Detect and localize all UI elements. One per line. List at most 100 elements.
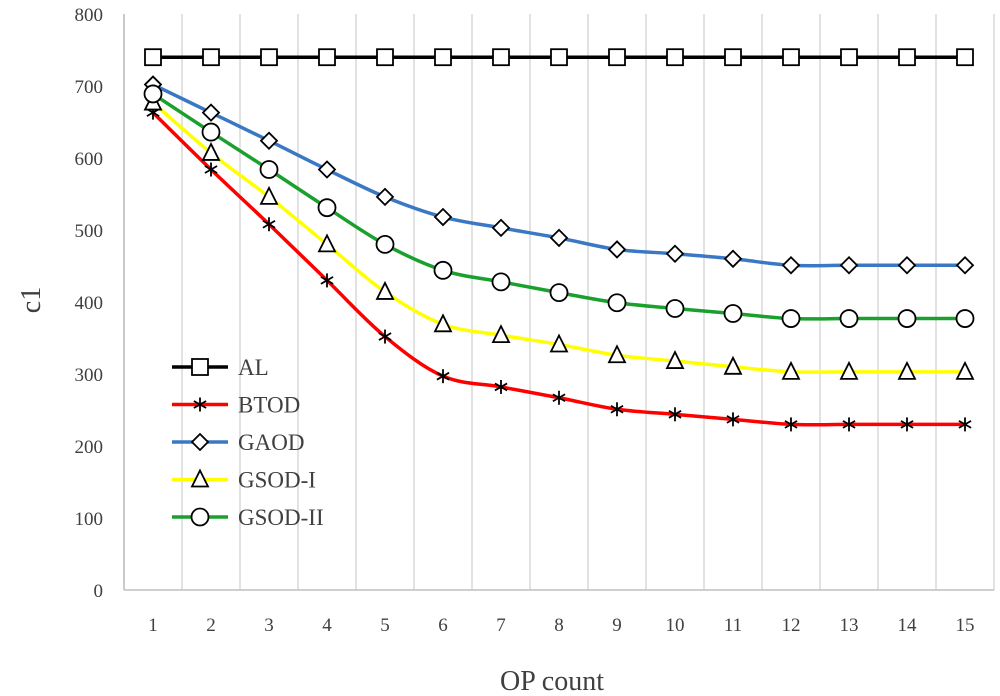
axes (123, 14, 994, 591)
data-point-gsod-ii (317, 198, 337, 218)
data-point-btod (262, 217, 276, 232)
x-tick-label: 7 (496, 615, 506, 636)
data-point-gsod-i (375, 280, 395, 300)
x-tick-label: 15 (956, 615, 975, 636)
y-tick-label: 0 (94, 581, 104, 602)
data-point-gaod (781, 256, 801, 275)
legend-marker-gsod-ii (190, 507, 210, 527)
data-point-btod (726, 412, 740, 427)
x-tick-labels: 1 2 3 4 5 6 7 8 9 10 11 12 13 14 15 (148, 615, 974, 636)
y-tick-label: 800 (75, 5, 104, 26)
data-point-gsod-ii (375, 234, 395, 254)
data-point-gsod-ii (897, 309, 917, 328)
data-point-gsod-ii (433, 260, 453, 280)
x-tick-label: 5 (380, 615, 390, 636)
x-tick-label: 12 (782, 615, 801, 636)
legend-label-gsod-i: GSOD-I (238, 468, 316, 493)
data-point-gaod (433, 207, 453, 227)
data-point-gsod-ii (143, 84, 163, 104)
data-point-btod (900, 417, 914, 432)
legend-item-al: AL (172, 355, 269, 380)
data-point-gsod-i (549, 333, 569, 353)
data-point-btod (494, 379, 508, 394)
data-point-gaod (549, 228, 569, 248)
data-point-gsod-i (201, 141, 221, 161)
x-tick-label: 1 (148, 615, 158, 636)
data-point-gsod-ii (201, 122, 221, 142)
data-point-gaod (607, 240, 627, 259)
data-point-gsod-i (665, 350, 685, 369)
data-point-gaod (491, 218, 511, 238)
series-gsod-i (143, 91, 975, 380)
x-axis-title: OP count (500, 666, 604, 696)
data-point-gaod (375, 187, 395, 207)
data-point-gsod-ii (549, 283, 569, 303)
vertical-gridlines (123, 14, 995, 590)
data-point-gsod-i (897, 360, 917, 380)
x-tick-label: 4 (322, 615, 332, 636)
data-point-gaod (259, 131, 279, 150)
data-point-gsod-ii (491, 272, 511, 292)
data-point-gsod-ii (723, 304, 743, 323)
y-tick-label: 200 (75, 437, 104, 458)
series-gsod-ii (143, 84, 975, 328)
data-point-gsod-ii (839, 309, 859, 328)
data-point-al (144, 48, 162, 67)
legend-item-gsod-ii: GSOD-II (172, 505, 324, 530)
data-point-gaod (839, 256, 859, 275)
data-point-gsod-i (839, 360, 859, 380)
data-point-gsod-ii (259, 160, 279, 179)
data-point-gsod-ii (607, 293, 627, 313)
data-point-gsod-i (607, 344, 627, 364)
y-tick-label: 300 (75, 365, 104, 386)
data-point-gaod (897, 256, 917, 275)
data-point-btod (378, 329, 392, 344)
data-point-al (724, 48, 742, 67)
data-point-gsod-ii (665, 299, 685, 318)
y-tick-label: 700 (75, 77, 104, 98)
legend-item-gsod-i: GSOD-I (172, 468, 316, 493)
data-point-gsod-i (433, 313, 453, 333)
data-point-al (608, 48, 626, 67)
y-tick-label: 600 (75, 149, 104, 170)
x-tick-label: 6 (438, 615, 448, 636)
data-point-gaod (665, 244, 685, 264)
legend-item-btod: BTOD (172, 393, 300, 418)
data-point-btod (204, 162, 218, 177)
x-tick-label: 10 (666, 615, 685, 636)
x-tick-label: 2 (206, 615, 216, 636)
data-point-btod (842, 417, 856, 432)
x-tick-label: 9 (612, 615, 622, 636)
legend-marker-btod (193, 397, 207, 412)
legend-marker-gaod (190, 432, 210, 452)
data-point-al (840, 48, 858, 67)
data-point-gsod-i (317, 233, 337, 253)
legend-label-gsod-ii: GSOD-II (238, 505, 324, 530)
data-point-al (260, 48, 278, 67)
x-tick-label: 14 (898, 615, 918, 636)
data-point-btod (436, 369, 450, 384)
series-gaod (143, 75, 975, 275)
legend: AL BTOD GAOD GSOD-I GSOD-II (172, 355, 324, 530)
data-point-gaod (723, 249, 743, 269)
y-tick-label: 100 (75, 509, 104, 530)
data-point-btod (958, 417, 972, 432)
data-point-gsod-i (259, 185, 279, 205)
x-tick-label: 3 (264, 615, 274, 636)
legend-marker-gsod-i (190, 468, 210, 488)
data-point-gsod-i (491, 324, 511, 344)
data-point-btod (668, 407, 682, 422)
data-point-al (492, 48, 510, 67)
data-point-btod (610, 402, 624, 417)
data-point-al (782, 48, 800, 67)
legend-label-btod: BTOD (238, 393, 300, 418)
data-point-al (550, 48, 568, 67)
data-point-al (318, 48, 336, 67)
y-tick-label: 400 (75, 293, 104, 314)
data-point-al (376, 48, 394, 67)
x-tick-label: 8 (554, 615, 564, 636)
data-point-gaod (317, 160, 337, 179)
data-point-al (898, 48, 916, 67)
legend-label-al: AL (238, 355, 269, 380)
